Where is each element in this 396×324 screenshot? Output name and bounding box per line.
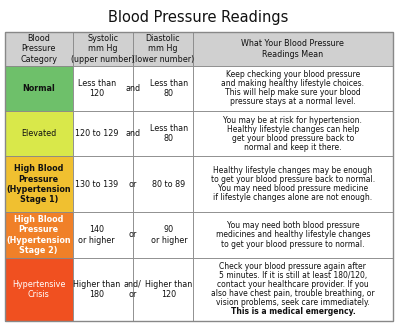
Bar	[193, 258, 393, 321]
Text: 120 to 129: 120 to 129	[75, 129, 118, 138]
Text: and/
or: and/ or	[124, 280, 142, 299]
Bar	[5, 258, 72, 321]
Bar	[133, 212, 193, 258]
Text: Higher than
120: Higher than 120	[145, 280, 192, 299]
Text: medicines and healthy lifestyle changes: medicines and healthy lifestyle changes	[216, 230, 370, 239]
Text: High Blood
Pressure
(Hypertension
Stage 2): High Blood Pressure (Hypertension Stage …	[6, 215, 71, 255]
Bar	[193, 32, 393, 65]
Text: Diastolic
mm Hg
(lower number): Diastolic mm Hg (lower number)	[132, 34, 194, 64]
Text: What Your Blood Pressure
Readings Mean: What Your Blood Pressure Readings Mean	[242, 39, 345, 59]
Text: also have chest pain, trouble breathing, or: also have chest pain, trouble breathing,…	[211, 289, 375, 298]
Bar	[5, 32, 393, 321]
Text: Keep checking your blood pressure: Keep checking your blood pressure	[226, 70, 360, 79]
Text: 140
or higher: 140 or higher	[78, 225, 115, 245]
Text: to get your blood pressure to normal.: to get your blood pressure to normal.	[221, 239, 365, 249]
Text: Higher than
180: Higher than 180	[73, 280, 120, 299]
Bar	[5, 65, 72, 111]
Bar	[73, 65, 133, 111]
Text: Healthy lifestyle changes may be enough: Healthy lifestyle changes may be enough	[213, 166, 373, 175]
Text: This is a medical emergency.: This is a medical emergency.	[230, 307, 355, 317]
Bar	[133, 111, 193, 156]
Text: Hypertensive
Crisis: Hypertensive Crisis	[12, 280, 65, 299]
Text: to get your blood pressure back to normal.: to get your blood pressure back to norma…	[211, 175, 375, 184]
Text: Healthy lifestyle changes can help: Healthy lifestyle changes can help	[227, 125, 359, 134]
Bar	[133, 156, 193, 212]
Text: You may need blood pressure medicine: You may need blood pressure medicine	[218, 184, 368, 193]
Bar	[133, 32, 193, 65]
Text: normal and keep it there.: normal and keep it there.	[244, 143, 342, 152]
Text: Systolic
mm Hg
(upper number): Systolic mm Hg (upper number)	[71, 34, 135, 64]
Text: vision problems, seek care immediately.: vision problems, seek care immediately.	[216, 298, 370, 307]
Text: Less than
120: Less than 120	[78, 78, 116, 98]
Text: Blood Pressure Readings: Blood Pressure Readings	[108, 10, 288, 25]
Text: 5 minutes. If it is still at least 180/120,: 5 minutes. If it is still at least 180/1…	[219, 271, 367, 280]
Bar	[133, 65, 193, 111]
Bar	[5, 156, 72, 212]
Bar	[133, 258, 193, 321]
Bar	[5, 111, 72, 156]
Bar	[73, 156, 133, 212]
Text: and making healthy lifestyle choices.: and making healthy lifestyle choices.	[221, 79, 364, 88]
Text: contact your healthcare provider. If you: contact your healthcare provider. If you	[217, 280, 369, 289]
Text: pressure stays at a normal level.: pressure stays at a normal level.	[230, 98, 356, 106]
Text: Elevated: Elevated	[21, 129, 56, 138]
Text: get your blood pressure back to: get your blood pressure back to	[232, 134, 354, 143]
Text: Check your blood pressure again after: Check your blood pressure again after	[219, 262, 366, 271]
Text: or: or	[129, 230, 137, 239]
Text: and: and	[125, 84, 140, 93]
Bar	[5, 212, 72, 258]
Bar	[5, 32, 72, 65]
Text: 90
or higher: 90 or higher	[150, 225, 187, 245]
Text: if lifestyle changes alone are not enough.: if lifestyle changes alone are not enoug…	[213, 193, 373, 202]
Bar	[193, 111, 393, 156]
Bar	[193, 212, 393, 258]
Bar	[193, 65, 393, 111]
Text: You may be at risk for hypertension.: You may be at risk for hypertension.	[223, 116, 362, 125]
Text: or: or	[129, 180, 137, 189]
Bar	[73, 258, 133, 321]
Bar	[73, 32, 133, 65]
Text: High Blood
Pressure
(Hypertension
Stage 1): High Blood Pressure (Hypertension Stage …	[6, 164, 71, 204]
Bar	[73, 212, 133, 258]
Text: Normal: Normal	[22, 84, 55, 93]
Bar	[73, 111, 133, 156]
Text: Less than
80: Less than 80	[150, 78, 188, 98]
Text: 130 to 139: 130 to 139	[75, 180, 118, 189]
Text: and: and	[125, 129, 140, 138]
Text: Blood
Pressure
Category: Blood Pressure Category	[20, 34, 57, 64]
Text: Less than
80: Less than 80	[150, 124, 188, 144]
Bar	[193, 156, 393, 212]
Text: This will help make sure your blood: This will help make sure your blood	[225, 88, 361, 97]
Text: 80 to 89: 80 to 89	[152, 180, 186, 189]
Text: You may need both blood pressure: You may need both blood pressure	[227, 221, 359, 230]
